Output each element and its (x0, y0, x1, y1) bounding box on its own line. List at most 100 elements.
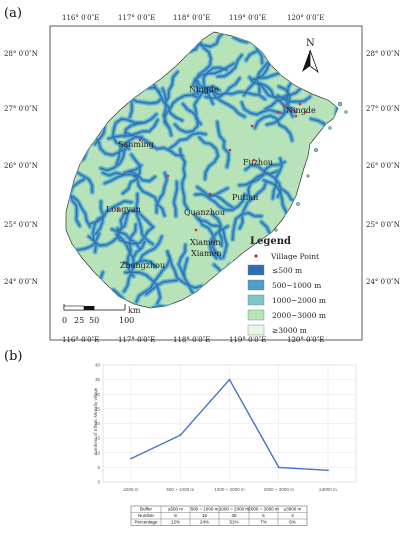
y-tick-label: 10 (95, 450, 101, 455)
river-buffer (124, 171, 156, 182)
river-buffer (129, 97, 163, 104)
river-buffer (216, 121, 230, 168)
legend-village-label: Village Point (270, 252, 319, 261)
river-buffer (124, 113, 157, 137)
legend-class-label: 2000~3000 m (272, 311, 326, 320)
data-point (130, 457, 132, 460)
legend-class-label: ≤500 m (272, 266, 302, 275)
x-tick-label: 1000 ~ 2000 m (214, 487, 244, 492)
river-buffer (277, 95, 311, 103)
river-buffer (266, 85, 291, 126)
legend-swatch (247, 294, 265, 306)
lon-ticks-bottom: 116° 0′0″E 117° 0′0″E 118° 0′0″E 119° 0′… (62, 336, 324, 344)
table-cell: Percentage (134, 520, 158, 525)
river-buffer (178, 244, 186, 278)
data-point (228, 378, 231, 381)
x-tick-label: 2000 ~ 3000 m (264, 487, 294, 492)
river-buffer (92, 215, 105, 253)
river-buffer (193, 214, 228, 259)
river-buffer (131, 173, 166, 217)
river-buffer (162, 88, 172, 136)
city-label-longyan: Longyan (106, 205, 141, 214)
river-buffer (238, 170, 279, 186)
legend-swatch (247, 324, 265, 336)
river-buffer (244, 164, 282, 198)
x-tick-label: ≤500 m (124, 487, 139, 492)
river-buffer (216, 54, 243, 78)
table-cell: 2000 ~ 3000 m (248, 507, 278, 512)
y-tick-label: 15 (95, 436, 101, 441)
river-buffer (127, 223, 137, 277)
river-buffer (204, 91, 266, 100)
river-buffer (198, 217, 222, 259)
lon-tick-label: 118° 0′0″E (173, 14, 210, 22)
panel-b-label: (b) (4, 349, 23, 364)
y-tick-label: 5 (97, 465, 100, 470)
river-buffer (102, 164, 142, 176)
city-label-sanming: Sanming (118, 140, 154, 149)
legend-class-label: ≥3000 m (272, 326, 307, 335)
series-layer (130, 378, 329, 472)
river-buffer (69, 178, 85, 227)
lon-tick-label: 117° 0′0″E (118, 336, 155, 344)
legend-title: Legend (250, 236, 291, 247)
river-buffer (254, 115, 293, 141)
map-legend: Legend Village Point ≤500 m 500~1000 m 1… (247, 236, 326, 336)
river-buffer (123, 241, 146, 293)
river-buffer (135, 251, 171, 303)
north-label: N (306, 38, 315, 49)
legend-class-label: 1000~2000 m (272, 296, 326, 305)
x-tick-label: ≥3000 m (319, 487, 337, 492)
lon-tick-label: 120° 0′0″E (287, 14, 324, 22)
river-buffer (166, 250, 203, 289)
y-tick-label: 0 (97, 480, 100, 485)
river-buffer (202, 67, 228, 105)
panel-a-label: (a) (4, 6, 22, 21)
river-buffer (135, 193, 154, 245)
legend-swatch (247, 309, 265, 321)
y-tick-label: 35 (95, 377, 101, 382)
lat-ticks-right: 28° 0′0″N 27° 0′0″N 26° 0′0″N 25° 0′0″N … (366, 50, 400, 286)
river-buffer (164, 71, 179, 104)
table-cell: 1000 ~ 2000 m (219, 507, 249, 512)
table-cell: 7% (260, 520, 267, 525)
river-buffer (211, 214, 223, 247)
y-tick-label: 40 (95, 363, 101, 368)
y-tick-label: 20 (95, 421, 101, 426)
lat-tick-label: 26° 0′0″N (4, 162, 38, 170)
x-axis: ≤500 m 500 ~ 1000 m 1000 ~ 2000 m 2000 ~ 30… (124, 365, 337, 492)
river-buffer (241, 101, 290, 116)
lon-tick-label: 118° 0′0″E (173, 336, 210, 344)
river-buffer (174, 103, 199, 133)
village-points (116, 102, 308, 232)
lon-ticks-top: 116° 0′0″E 117° 0′0″E 118° 0′0″E 119° 0′… (62, 14, 324, 22)
table-cell: Number (138, 513, 155, 518)
city-label-fuzhou: Fuzhou (243, 158, 273, 167)
city-label-putian: Putian (232, 193, 258, 202)
table-cell: ≥3000 m (284, 507, 302, 512)
lat-tick-label: 27° 0′0″N (4, 105, 38, 113)
legend-swatch (247, 279, 265, 291)
north-arrow-icon: N (302, 38, 319, 74)
city-labels: Ningde Ningde Sanming Fuzhou Putian Long… (106, 85, 316, 270)
lat-ticks-left: 28° 0′0″N 27° 0′0″N 26° 0′0″N 25° 0′0″N … (4, 50, 38, 286)
river-buffer (168, 132, 207, 150)
river-buffer (112, 118, 143, 150)
river-buffer (155, 172, 168, 213)
river-buffer (272, 157, 283, 199)
lon-tick-label: 116° 0′0″E (62, 14, 99, 22)
river-buffer (189, 32, 245, 48)
river-buffer (258, 82, 294, 117)
y-tick-label: 30 (95, 392, 101, 397)
lat-tick-label: 25° 0′0″N (4, 221, 38, 229)
lon-tick-label: 119° 0′0″E (229, 336, 266, 344)
lat-tick-label: 24° 0′0″N (4, 278, 38, 286)
river-buffer (207, 193, 246, 211)
lat-tick-label: 24° 0′0″N (366, 278, 400, 286)
coastal-islands (274, 101, 348, 232)
table-cell: 4 (291, 513, 294, 518)
lon-tick-label: 120° 0′0″E (287, 336, 324, 344)
data-point (277, 466, 280, 469)
table-cell: 500 ~ 1000 m (191, 507, 219, 512)
